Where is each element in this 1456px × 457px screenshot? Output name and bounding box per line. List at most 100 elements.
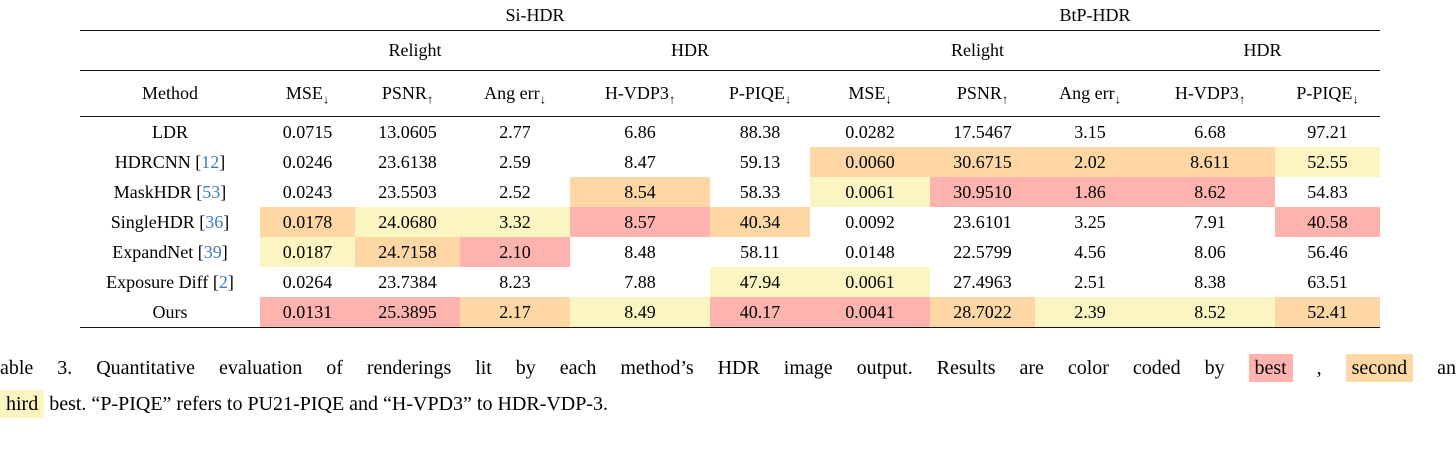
cell-btp-mse: 0.0061 <box>810 177 931 207</box>
metric-value: 7.88 <box>624 271 656 292</box>
metric-value: 23.6101 <box>953 211 1012 232</box>
cell-si-psnr: 24.0680 <box>355 207 460 237</box>
table-row-hdrcnn: HDRCNN [12] 0.0246 23.6138 2.59 8.47 59.13 0.0… <box>80 147 1381 177</box>
cell-btp-ang-err: 1.86 <box>1035 177 1146 207</box>
metric-value: 8.48 <box>624 241 656 262</box>
table-row-ldr: LDR 0.0715 13.0605 2.77 6.86 88.38 0.0282 17.54… <box>80 117 1380 148</box>
caption-text: best. “P-PIQE” refers to PU21-PIQE and “… <box>44 393 609 415</box>
arrow-down-icon: ↓ <box>885 92 892 107</box>
cell-btp-p-piqe: 52.41 <box>1275 297 1381 328</box>
cell-si-h-vdp3: 7.88 <box>570 267 710 297</box>
cell-si-mse: 0.0178 <box>260 207 355 237</box>
cell-btp-mse: 0.0092 <box>810 207 930 237</box>
column-header-btp-ang-err: Ang err↓ <box>1035 70 1146 117</box>
cell-btp-psnr: 30.9510 <box>930 177 1036 207</box>
metric-value: 40.34 <box>739 211 781 232</box>
metric-value: 2.17 <box>499 301 531 322</box>
cell-si-mse: 0.0264 <box>260 267 355 297</box>
cell-btp-psnr: 23.6101 <box>930 207 1035 237</box>
arrow-down-icon: ↓ <box>1114 92 1121 107</box>
metric-value: 8.57 <box>624 211 656 232</box>
cell-btp-p-piqe: 56.46 <box>1275 237 1380 267</box>
cell-btp-h-vdp3: 8.52 <box>1145 297 1276 328</box>
cell-si-mse: 0.0246 <box>260 147 355 177</box>
column-header-si-ang-err: Ang err↓ <box>460 70 570 117</box>
metric-value: 6.86 <box>624 121 656 142</box>
metric-value: 0.0061 <box>845 271 895 292</box>
column-header-method: Method <box>80 70 260 117</box>
cell-btp-ang-err: 3.15 <box>1035 117 1145 148</box>
metric-value: 0.0246 <box>282 151 333 172</box>
citation-link[interactable]: 12 <box>201 151 220 172</box>
arrow-down-icon: ↓ <box>1352 92 1359 107</box>
metric-value: 2.10 <box>499 241 531 262</box>
column-header-btp-mse: MSE↓ <box>810 70 931 117</box>
citation-bracket-open: [ <box>195 151 202 172</box>
method-label: SingleHDR <box>110 211 195 232</box>
method-label: Ours <box>152 301 188 322</box>
metric-value: 24.0680 <box>378 211 437 232</box>
group-header-si-hdr: Si-HDR <box>260 0 811 31</box>
metric-value: 58.33 <box>739 181 781 202</box>
table-row-exposure-diff: Exposure Diff [2] 0.0264 23.7384 8.23 7.88 47… <box>80 267 1380 297</box>
metric-value: 2.59 <box>499 151 531 172</box>
metric-value: 0.0041 <box>845 301 895 322</box>
caption-highlight-best: best <box>1248 354 1293 382</box>
metric-value: 27.4963 <box>953 271 1012 292</box>
citation-bracket-close: ] <box>219 151 226 172</box>
metric-value: 7.91 <box>1194 211 1226 232</box>
caption-line-1: able 3. Quantitative evaluation of rende… <box>0 350 1456 386</box>
cell-si-psnr: 24.7158 <box>355 237 460 267</box>
citation-bracket-close: ] <box>227 271 234 292</box>
caption-highlight-third: hird <box>0 390 45 418</box>
metric-value: 2.52 <box>499 181 531 202</box>
cell-si-psnr: 25.3895 <box>355 297 460 328</box>
cell-si-ang-err: 2.59 <box>460 147 570 177</box>
cell-btp-h-vdp3: 6.68 <box>1145 117 1275 148</box>
cell-btp-h-vdp3: 8.611 <box>1145 147 1276 177</box>
metric-label: Ang err <box>484 83 540 103</box>
citation-link[interactable]: 2 <box>218 271 228 292</box>
metric-value: 8.06 <box>1194 241 1226 262</box>
metric-value: 2.39 <box>1074 301 1106 322</box>
metric-label: P-PIQE <box>1296 83 1353 103</box>
cell-btp-ang-err: 3.25 <box>1035 207 1145 237</box>
metric-value: 6.68 <box>1194 121 1226 142</box>
arrow-up-icon: ↑ <box>1238 92 1246 107</box>
metric-value: 58.11 <box>740 241 780 262</box>
corner-cell <box>80 30 260 71</box>
arrow-up-icon: ↑ <box>1001 92 1009 107</box>
cell-si-p-piqe: 58.33 <box>710 177 810 207</box>
cell-si-ang-err: 2.77 <box>460 117 570 148</box>
cell-si-mse: 0.0715 <box>260 117 355 148</box>
metric-value: 30.6715 <box>953 151 1012 172</box>
caption-text: able 3. Quantitative evaluation of rende… <box>0 357 1249 379</box>
metric-value: 3.25 <box>1074 211 1106 232</box>
citation-link[interactable]: 53 <box>202 181 221 202</box>
corner-cell <box>80 0 260 31</box>
cell-btp-psnr: 27.4963 <box>930 267 1035 297</box>
citation-bracket-close: ] <box>220 181 227 202</box>
cell-btp-ang-err: 2.02 <box>1035 147 1146 177</box>
method-cell-expandnet: ExpandNet [39] <box>80 237 260 267</box>
metric-value: 8.23 <box>499 271 531 292</box>
cell-si-p-piqe: 47.94 <box>710 267 811 297</box>
citation-link[interactable]: 36 <box>205 211 224 232</box>
metric-value: 3.15 <box>1074 121 1106 142</box>
cell-btp-p-piqe: 40.58 <box>1275 207 1381 237</box>
cell-si-ang-err: 2.10 <box>460 237 570 267</box>
subgroup-header-row: Relight HDR Relight HDR <box>80 30 1381 71</box>
group-header-btp-hdr: BtP-HDR <box>810 0 1381 31</box>
metric-value: 23.6138 <box>378 151 437 172</box>
metric-value: 0.0243 <box>282 181 333 202</box>
cell-si-h-vdp3: 8.48 <box>570 237 710 267</box>
metric-value: 3.32 <box>499 211 531 232</box>
cell-btp-ang-err: 4.56 <box>1035 237 1145 267</box>
cell-si-h-vdp3: 8.47 <box>570 147 710 177</box>
caption-highlight-second: second <box>1345 354 1414 382</box>
metric-value: 0.0131 <box>282 301 333 322</box>
sub-header-relight-btp: Relight <box>810 30 1146 71</box>
cell-btp-psnr: 30.6715 <box>930 147 1036 177</box>
column-header-si-h-vdp3: H-VDP3↑ <box>570 70 710 117</box>
citation-link[interactable]: 39 <box>203 241 222 262</box>
